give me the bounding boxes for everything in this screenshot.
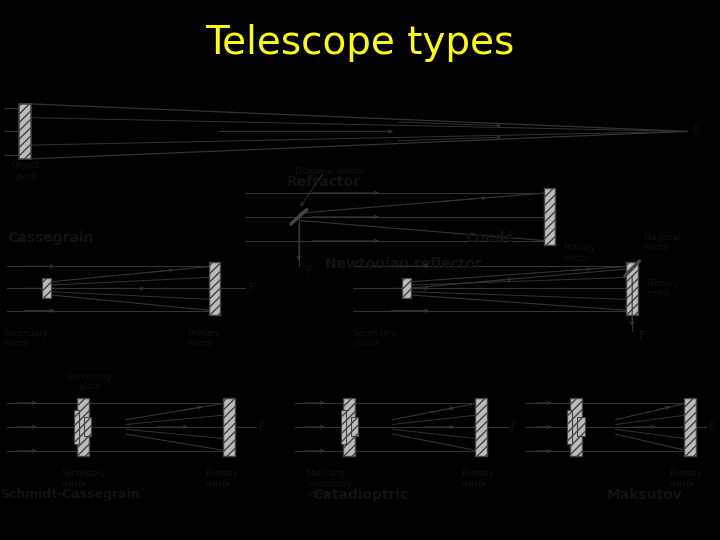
Bar xyxy=(77,399,89,456)
Bar xyxy=(475,399,487,456)
Text: Diagonal
mirror: Diagonal mirror xyxy=(643,233,680,252)
Text: F: F xyxy=(511,422,518,432)
Bar xyxy=(42,279,51,298)
Bar xyxy=(570,399,582,456)
Text: Object
glass: Object glass xyxy=(12,161,39,181)
Bar xyxy=(209,261,220,315)
Text: Schmidt-Cassegrain: Schmidt-Cassegrain xyxy=(0,488,140,501)
Bar xyxy=(684,399,696,456)
Text: F: F xyxy=(639,331,646,341)
Text: Refractor: Refractor xyxy=(287,176,361,189)
Text: Diagonal mirror: Diagonal mirror xyxy=(295,167,366,177)
Text: Newtonian reflector: Newtonian reflector xyxy=(325,257,482,271)
Text: Secondary
mirror: Secondary mirror xyxy=(61,469,106,489)
Text: F: F xyxy=(306,266,312,276)
Bar xyxy=(341,410,346,444)
Text: Telescope types: Telescope types xyxy=(205,24,515,62)
Bar xyxy=(19,104,31,159)
Text: Primary
mirror: Primary mirror xyxy=(646,279,678,298)
Text: F: F xyxy=(693,126,699,137)
Text: Primary
mirror: Primary mirror xyxy=(563,243,595,262)
Text: F: F xyxy=(259,422,266,432)
Bar xyxy=(402,279,411,298)
Text: Primary
mirror: Primary mirror xyxy=(670,469,702,489)
Text: Coudé: Coudé xyxy=(465,232,514,246)
Text: Catadioptric: Catadioptric xyxy=(312,488,408,502)
Bar xyxy=(351,417,358,436)
Text: Correcting
plate: Correcting plate xyxy=(68,372,112,391)
Bar xyxy=(223,399,235,456)
Bar xyxy=(343,399,355,456)
Text: Primary
mirror: Primary mirror xyxy=(205,469,238,489)
Bar xyxy=(626,261,638,315)
Text: F: F xyxy=(709,422,716,432)
Text: Cassegrain: Cassegrain xyxy=(7,232,94,246)
Text: F: F xyxy=(249,284,256,293)
Text: Secondary
mirror: Secondary mirror xyxy=(4,329,48,348)
Text: Primary
mirror: Primary mirror xyxy=(461,469,493,489)
Bar xyxy=(577,417,585,436)
Bar xyxy=(544,188,555,246)
Bar xyxy=(84,417,91,436)
Text: Shell and
'secondary
mirror': Shell and 'secondary mirror' xyxy=(306,469,352,499)
Text: Primary
mirror: Primary mirror xyxy=(187,329,220,348)
Text: Maksutov: Maksutov xyxy=(606,488,683,502)
Bar xyxy=(567,410,572,444)
Bar xyxy=(74,410,79,444)
Text: Secondary
mirror: Secondary mirror xyxy=(353,329,397,348)
